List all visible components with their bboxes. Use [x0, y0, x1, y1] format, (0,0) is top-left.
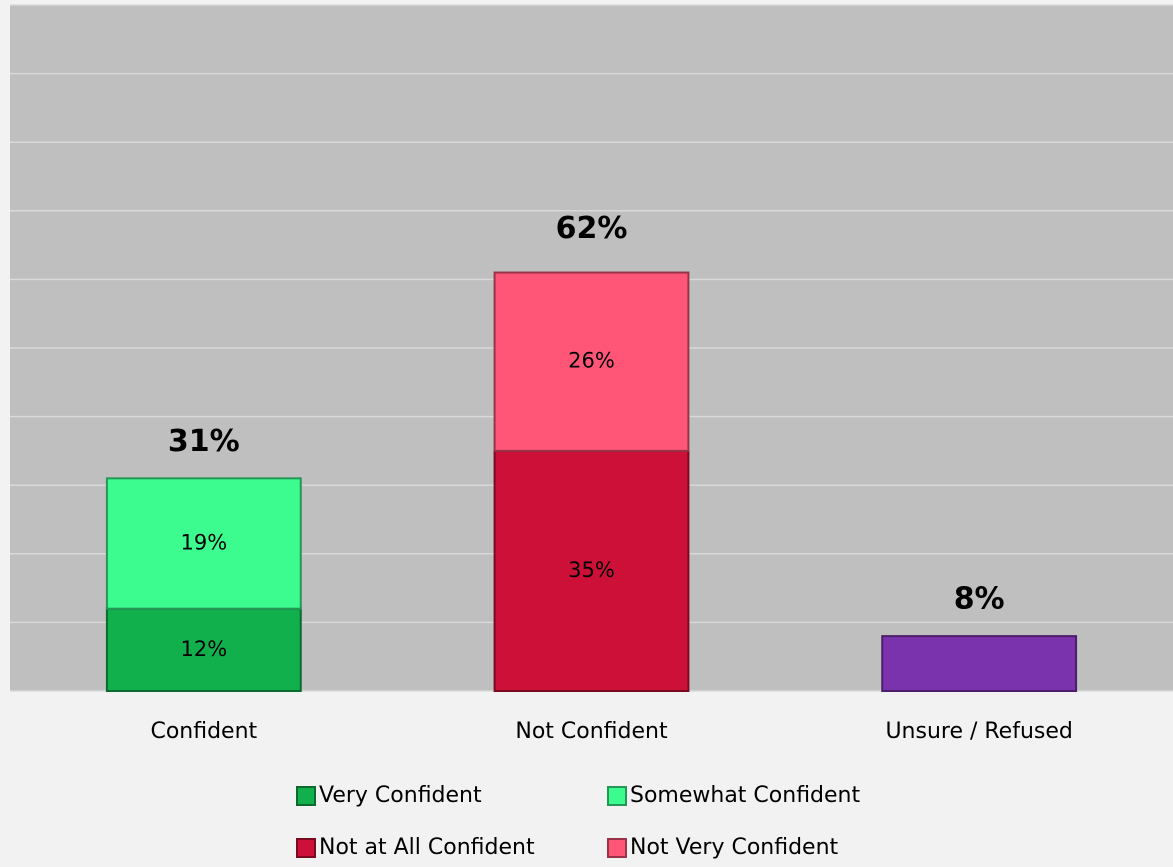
data-label: 19%: [180, 531, 227, 555]
legend-swatch: [296, 838, 316, 858]
legend-swatch: [607, 838, 627, 858]
x-tick-label: Not Confident: [515, 719, 668, 744]
data-label: 26%: [568, 349, 615, 373]
data-label: 12%: [180, 637, 227, 661]
legend-label: Very Confident: [319, 783, 482, 808]
bar-segment: [881, 635, 1078, 692]
x-tick-label: Confident: [150, 719, 257, 744]
total-label: 31%: [168, 424, 240, 459]
total-label: 62%: [556, 211, 628, 246]
bar-segment: [493, 271, 690, 452]
data-label: 35%: [568, 558, 615, 582]
legend-label: Not Very Confident: [630, 835, 839, 860]
legend-swatch: [607, 786, 627, 806]
bar-segment: [105, 607, 302, 692]
total-label: 8%: [954, 582, 1005, 617]
legend-label: Somewhat Confident: [630, 783, 860, 808]
x-tick-label: Unsure / Refused: [885, 719, 1072, 744]
bar-segment: [105, 477, 302, 610]
legend-swatch: [296, 786, 316, 806]
legend-label: Not at All Confident: [319, 835, 535, 860]
bar-segment: [493, 449, 690, 692]
